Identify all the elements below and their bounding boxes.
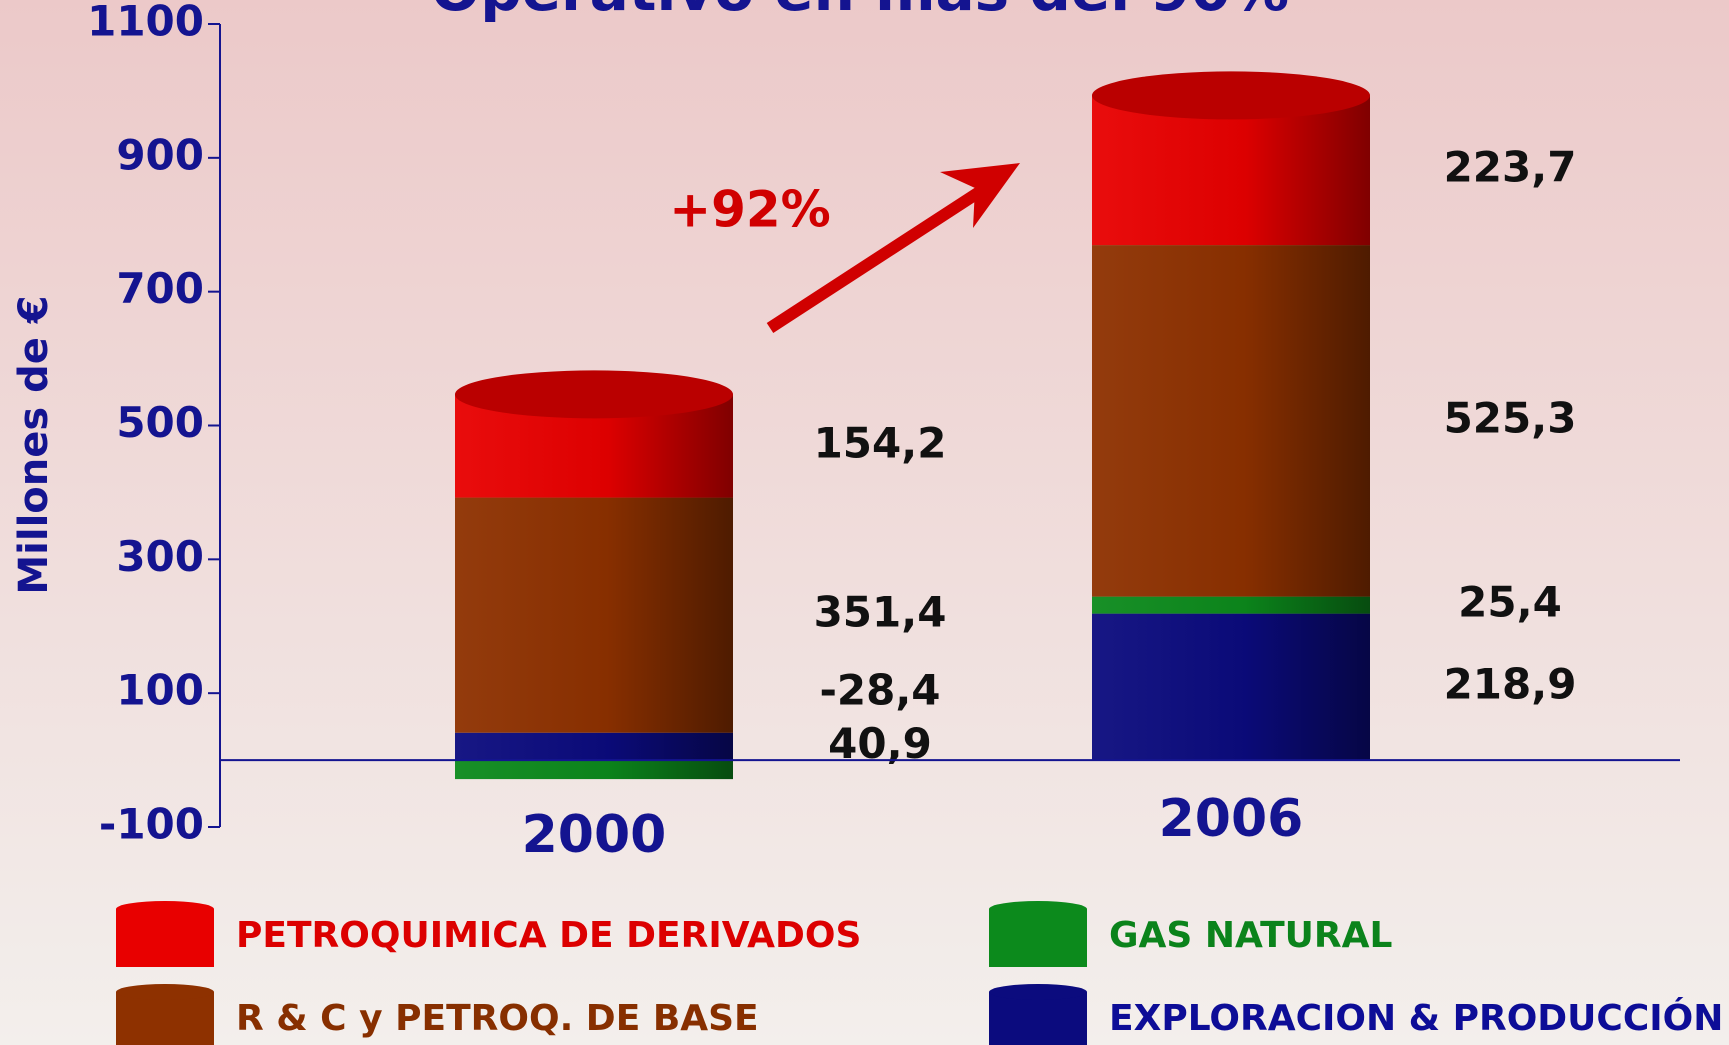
legend-swatch-cap <box>116 901 214 917</box>
x-tick-label: 2000 <box>522 805 667 865</box>
annotation: +92% <box>669 181 831 239</box>
value-label: 25,4 <box>1458 578 1562 627</box>
y-tick-label: 900 <box>116 130 204 179</box>
bar-shade <box>455 732 733 761</box>
value-label: -28,4 <box>819 665 940 714</box>
value-label: 525,3 <box>1444 393 1577 442</box>
y-axis-label: Millones de € <box>11 295 57 594</box>
bar-shade <box>455 497 733 733</box>
legend-swatch <box>116 992 214 1045</box>
bar-shade <box>1092 596 1370 614</box>
chart-title: Operativo en más del 90% <box>431 0 1289 24</box>
x-tick-label: 2006 <box>1159 789 1304 849</box>
legend-swatch <box>989 992 1087 1045</box>
bar-shade <box>1092 245 1370 597</box>
value-label: 218,9 <box>1444 659 1577 708</box>
value-label: 154,2 <box>814 418 947 467</box>
legend-swatch-cap <box>989 901 1087 917</box>
bar-shade <box>1092 613 1370 761</box>
value-label: 351,4 <box>814 588 947 637</box>
legend-swatch-cap <box>989 984 1087 1000</box>
y-tick-label: 500 <box>116 398 204 447</box>
legend-label: EXPLORACION & PRODUCCIÓN <box>1109 997 1723 1039</box>
y-tick-label: 100 <box>116 666 204 715</box>
legend-swatch <box>989 909 1087 967</box>
cylinder-cap <box>1092 71 1370 120</box>
bar-shade <box>1092 95 1370 246</box>
legend-label: PETROQUIMICA DE DERIVADOS <box>236 915 861 956</box>
y-tick-label: 1100 <box>87 0 204 46</box>
growth-arrow <box>766 163 1020 334</box>
y-tick-label: 700 <box>116 264 204 313</box>
legend-label: GAS NATURAL <box>1109 915 1392 956</box>
value-label: 223,7 <box>1444 143 1577 192</box>
y-tick-label: 300 <box>116 532 204 581</box>
legend-swatch <box>116 909 214 967</box>
legend-swatch-cap <box>116 984 214 1000</box>
cylinder-cap <box>455 370 733 419</box>
y-tick-label: -100 <box>99 800 204 849</box>
legend-label: R & C y PETROQ. DE BASE <box>236 998 759 1039</box>
bar-shade <box>455 760 733 780</box>
